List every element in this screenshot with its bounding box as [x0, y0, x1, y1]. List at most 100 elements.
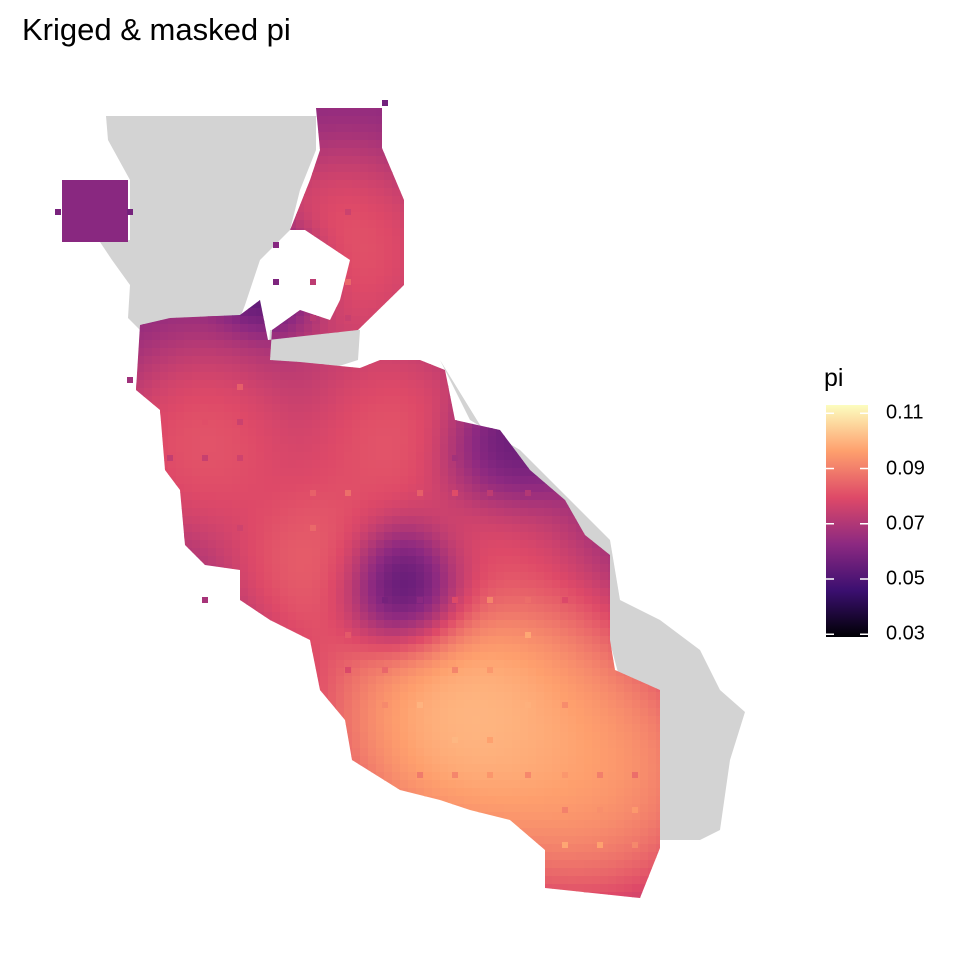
heat-cell	[200, 588, 209, 597]
heat-cell	[232, 540, 241, 549]
heat-cell	[72, 284, 81, 293]
heat-cell	[280, 244, 289, 253]
heat-cell	[408, 220, 417, 229]
heat-cell	[504, 292, 513, 301]
heat-cell	[80, 420, 89, 429]
heat-cell	[216, 460, 225, 469]
heat-cell	[440, 596, 449, 605]
heat-cell	[280, 476, 289, 485]
heat-cell	[520, 460, 529, 469]
heat-cell	[624, 276, 633, 285]
heat-cell	[624, 412, 633, 421]
heat-cell	[128, 404, 137, 413]
heat-cell	[264, 588, 273, 597]
heat-cell	[176, 412, 185, 421]
heat-cell	[544, 116, 553, 125]
heat-cell	[184, 500, 193, 509]
heat-cell	[592, 516, 601, 525]
heat-cell	[568, 524, 577, 533]
heat-cell	[62, 284, 65, 293]
heat-cell	[64, 164, 73, 173]
heat-cell	[232, 604, 241, 613]
heat-cell	[488, 548, 497, 557]
heat-cell	[136, 372, 145, 381]
heat-cell	[624, 348, 633, 357]
heat-cell	[448, 500, 457, 509]
heat-cell	[104, 540, 113, 549]
heat-cell	[120, 484, 129, 493]
heat-cell	[312, 172, 321, 181]
heat-cell	[80, 260, 89, 269]
heat-cell	[616, 188, 625, 197]
heat-cell	[168, 516, 177, 525]
heat-cell	[176, 332, 185, 341]
heat-cell	[400, 292, 409, 301]
heat-cell	[320, 604, 329, 613]
heat-cell	[624, 396, 633, 405]
heat-cell	[544, 532, 553, 541]
heat-cell	[416, 476, 425, 485]
heat-cell	[640, 236, 649, 245]
heat-cell	[96, 588, 105, 597]
heat-cell	[96, 476, 105, 485]
heat-cell	[464, 468, 473, 477]
heat-cell	[432, 212, 441, 221]
heat-cell	[648, 204, 657, 213]
heat-cell	[224, 476, 233, 485]
heat-cell	[400, 588, 409, 597]
heat-cell	[568, 588, 577, 597]
heat-cell	[208, 492, 217, 501]
heat-cell	[376, 196, 385, 205]
heat-cell	[592, 364, 601, 373]
heat-cell	[296, 316, 305, 325]
heat-cell	[616, 428, 625, 437]
heat-cell	[72, 276, 81, 285]
heat-cell	[272, 492, 281, 501]
heat-cell	[96, 444, 105, 453]
heat-cell	[592, 268, 601, 277]
heat-cell	[504, 540, 513, 549]
heat-cell	[632, 156, 641, 165]
heat-cell	[400, 268, 409, 277]
heat-cell	[424, 444, 433, 453]
heat-cell	[64, 260, 73, 269]
heat-cell	[112, 444, 121, 453]
heat-cell	[464, 508, 473, 517]
heat-cell	[568, 540, 577, 549]
heat-cell	[120, 500, 129, 509]
heat-cell	[96, 436, 105, 445]
heat-cell	[520, 588, 529, 597]
heat-cell	[248, 484, 257, 493]
heat-cell	[224, 452, 233, 461]
heat-cell	[240, 340, 249, 349]
heat-cell	[496, 484, 505, 493]
heat-cell	[248, 404, 257, 413]
heat-cell	[352, 492, 361, 501]
heat-cell	[360, 540, 369, 549]
heat-cell	[240, 108, 249, 117]
heat-cell	[536, 292, 545, 301]
heat-cell	[496, 108, 505, 117]
heat-cell	[544, 572, 553, 581]
heat-cell	[416, 508, 425, 517]
heat-cell	[472, 436, 481, 445]
heat-cell	[136, 556, 145, 565]
heat-cell	[336, 172, 345, 181]
heat-cell	[648, 516, 657, 525]
heat-cell	[304, 612, 313, 621]
heat-cell	[80, 300, 89, 309]
heat-cell	[648, 228, 657, 237]
heat-cell	[344, 284, 353, 293]
heat-cell	[224, 468, 233, 477]
heat-cell	[200, 332, 209, 341]
heat-cell	[456, 132, 465, 141]
heat-cell	[632, 340, 641, 349]
heat-cell	[432, 500, 441, 509]
heat-cell	[408, 180, 417, 189]
heat-cell	[400, 596, 409, 605]
heat-cell	[128, 108, 137, 117]
heat-cell	[488, 236, 497, 245]
heat-cell	[120, 340, 129, 349]
heat-cell	[608, 212, 617, 221]
heat-cell	[440, 508, 449, 517]
